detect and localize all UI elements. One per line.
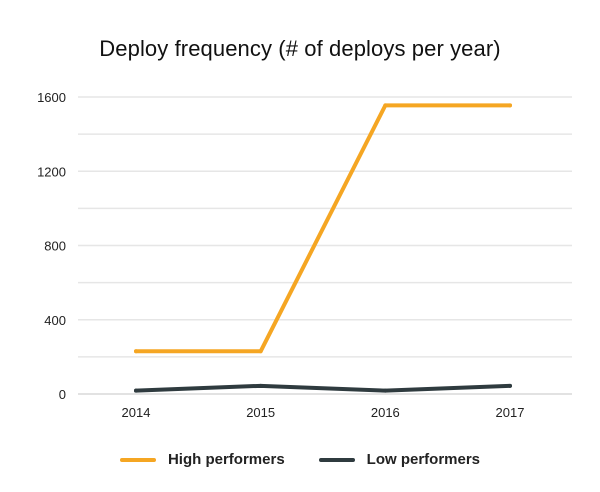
y-tick-label: 800 bbox=[44, 239, 66, 254]
x-axis-ticks: 2014 2015 2016 2017 bbox=[122, 405, 525, 420]
y-axis-ticks: 0 400 800 1200 1600 bbox=[37, 90, 66, 402]
legend: High performers Low performers bbox=[0, 451, 600, 468]
x-tick-label: 2015 bbox=[246, 405, 275, 420]
legend-item-low-performers[interactable]: Low performers bbox=[318, 451, 481, 468]
y-tick-label: 0 bbox=[59, 387, 66, 402]
data-point[interactable] bbox=[258, 349, 263, 354]
data-point[interactable] bbox=[134, 349, 138, 354]
series-line-high-performers[interactable] bbox=[134, 103, 512, 354]
legend-swatch-low-performers bbox=[318, 457, 355, 462]
y-tick-label: 400 bbox=[44, 313, 66, 328]
data-point[interactable] bbox=[383, 388, 388, 393]
x-tick-label: 2014 bbox=[122, 405, 151, 420]
legend-item-high-performers[interactable]: High performers bbox=[119, 451, 285, 468]
chart-title: Deploy frequency (# of deploys per year) bbox=[99, 36, 501, 61]
data-point[interactable] bbox=[383, 103, 388, 108]
legend-swatch-high-performers bbox=[119, 457, 156, 462]
y-tick-label: 1600 bbox=[37, 90, 66, 105]
data-point[interactable] bbox=[508, 383, 512, 388]
legend-label-low-performers: Low performers bbox=[366, 451, 481, 468]
x-tick-label: 2017 bbox=[496, 405, 525, 420]
x-tick-label: 2016 bbox=[371, 405, 400, 420]
data-point[interactable] bbox=[508, 103, 512, 108]
gridlines bbox=[78, 96, 572, 395]
legend-label-high-performers: High performers bbox=[167, 451, 285, 468]
data-point[interactable] bbox=[134, 388, 138, 393]
series-line-low-performers[interactable] bbox=[134, 383, 512, 393]
y-tick-label: 1200 bbox=[37, 164, 66, 179]
data-point[interactable] bbox=[258, 383, 263, 388]
series-lines bbox=[134, 103, 512, 393]
